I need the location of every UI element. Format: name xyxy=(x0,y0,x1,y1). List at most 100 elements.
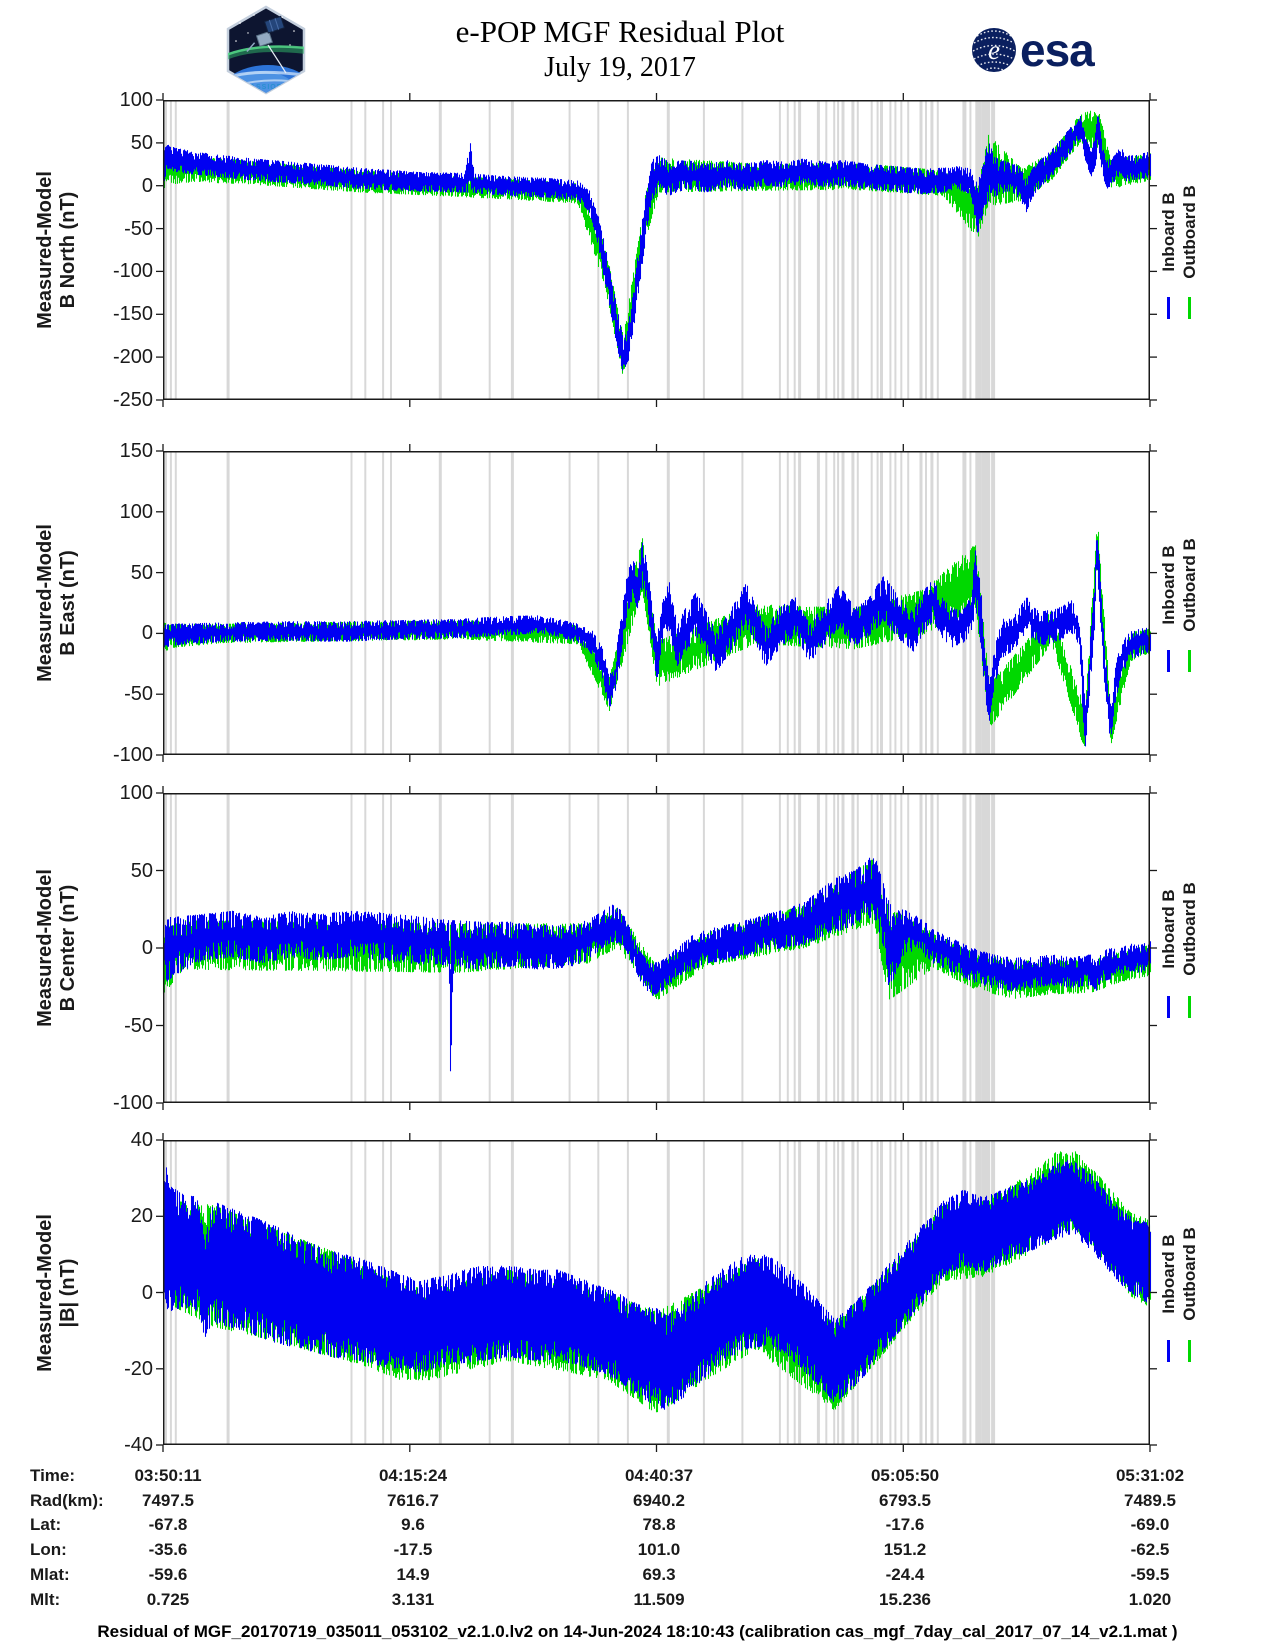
table-row-label: Rad(km): xyxy=(30,1490,104,1510)
ytick-label: -50 xyxy=(124,1014,153,1037)
legend-inboard-dash xyxy=(1167,1339,1170,1362)
data-gap-stripe xyxy=(597,451,600,755)
legend-labels: Inboard B Outboard B xyxy=(1159,1227,1199,1321)
table-cell: 04:40:37 xyxy=(624,1466,694,1485)
table-cell: 14.9 xyxy=(396,1564,430,1584)
table-cell: 7616.7 xyxy=(387,1490,439,1510)
table-cell: 04:15:24 xyxy=(378,1466,448,1485)
axis-box xyxy=(163,1140,1150,1445)
data-gap-stripe xyxy=(510,451,514,755)
data-gap-stripe xyxy=(841,793,845,1103)
data-gap-stripe xyxy=(907,100,910,400)
legend-labels: Inboard B Outboard B xyxy=(1159,185,1199,279)
data-gap-stripe xyxy=(851,793,855,1103)
ytick-label: -150 xyxy=(112,303,153,326)
table-cell: -69.0 xyxy=(1130,1515,1170,1535)
ytick-label: -100 xyxy=(112,744,153,766)
data-gap-stripe xyxy=(969,100,972,400)
data-gap-stripe xyxy=(816,1140,820,1445)
table-cell: 03:50:11 xyxy=(134,1466,202,1485)
table-cell: 11.509 xyxy=(633,1589,685,1609)
data-gap-stripe xyxy=(226,451,230,755)
ytick-label: 20 xyxy=(130,1205,153,1228)
data-gap-stripe xyxy=(702,1140,705,1445)
data-gap-stripe xyxy=(975,793,982,1103)
data-gap-stripe xyxy=(856,100,859,400)
axis-box xyxy=(163,451,1150,755)
data-gap-stripe xyxy=(880,100,883,400)
table-row-label: Lat: xyxy=(30,1515,62,1535)
ytick-label: 100 xyxy=(119,500,153,523)
data-gap-stripe xyxy=(798,451,802,755)
svg-text:e: e xyxy=(988,35,1000,65)
data-gap-stripe xyxy=(390,100,392,400)
data-gap-stripe xyxy=(825,1140,828,1445)
data-gap-stripe xyxy=(981,100,991,400)
legend-outboard-dash xyxy=(1188,296,1191,319)
data-gap-stripe xyxy=(666,1140,670,1445)
ytick-label: 0 xyxy=(141,937,153,959)
data-gap-stripe xyxy=(793,100,796,400)
data-gap-stripe xyxy=(666,100,670,400)
ytick-label: -100 xyxy=(112,1092,153,1114)
data-gap-stripe xyxy=(936,100,939,400)
ytick-label: -40 xyxy=(124,1434,153,1456)
data-gap-stripe xyxy=(626,100,629,400)
table-cell: -17.5 xyxy=(393,1540,433,1560)
data-gap-stripe xyxy=(786,100,789,400)
table-cell: 05:05:50 xyxy=(870,1466,940,1485)
data-gap-stripe xyxy=(919,100,923,400)
table-cell: 3.131 xyxy=(391,1589,435,1609)
data-gap-stripe xyxy=(870,100,873,400)
table-cell: 7489.5 xyxy=(1124,1490,1176,1510)
data-gap-stripe xyxy=(925,100,927,400)
data-gap-stripe xyxy=(568,100,571,400)
data-gap-stripe xyxy=(778,451,781,755)
esa-wordmark: esa xyxy=(1020,24,1095,76)
footer-calibration-note: Residual of MGF_20170719_035011_053102_v… xyxy=(97,1622,1178,1641)
page-date: July 19, 2017 xyxy=(544,52,696,83)
axis-box xyxy=(163,793,1150,1103)
ytick-label: 0 xyxy=(141,622,153,645)
data-gap-stripe xyxy=(702,100,705,400)
legend-labels: Inboard B Outboard B xyxy=(1159,538,1199,632)
data-gap-stripe xyxy=(568,451,571,755)
legend-inboard-dash xyxy=(1167,296,1170,319)
ytick-label: -200 xyxy=(112,346,153,369)
data-gap-stripe xyxy=(390,451,392,755)
data-gap-stripe xyxy=(833,100,836,400)
data-gap-stripe xyxy=(510,100,514,400)
data-gap-stripe xyxy=(876,793,879,1103)
data-gap-stripe xyxy=(856,1140,859,1445)
ytick-label: -50 xyxy=(124,217,153,240)
ytick-label: 100 xyxy=(119,782,153,804)
subplot-b_center_residual xyxy=(156,786,1157,1110)
legend-outboard-dash xyxy=(1188,650,1191,673)
data-gap-stripe xyxy=(981,451,991,755)
data-gap-stripe xyxy=(825,451,828,755)
legend-inboard-dash xyxy=(1167,650,1170,673)
data-gap-stripe xyxy=(841,100,845,400)
table-row-label: Lon: xyxy=(30,1540,67,1560)
table-cell: -35.6 xyxy=(148,1540,188,1560)
data-gap-stripe xyxy=(856,793,859,1103)
table-row-label: Time: xyxy=(30,1466,76,1485)
data-gap-stripe xyxy=(488,451,491,755)
ytick-label: 100 xyxy=(119,89,153,111)
data-gap-stripe xyxy=(382,451,385,755)
table-cell: 78.8 xyxy=(642,1515,676,1535)
patch-mission-name: CASSIOPE xyxy=(244,84,288,91)
data-gap-stripe xyxy=(702,451,705,755)
table-cell: -17.6 xyxy=(885,1515,925,1535)
data-gap-stripe xyxy=(991,793,996,1103)
subplot-b_east_residual xyxy=(156,444,1157,762)
table-cell: 101.0 xyxy=(637,1540,681,1560)
data-gap-stripe xyxy=(833,793,836,1103)
subplot-b_north_residual xyxy=(156,93,1157,407)
ytick-label: -100 xyxy=(112,260,153,283)
data-gap-stripe xyxy=(991,1140,996,1445)
table-cell: 6793.5 xyxy=(879,1490,931,1510)
axis-box xyxy=(163,100,1150,400)
ylabel-b_magnitude_residual: Measured-Model |B| (nT) xyxy=(34,1213,79,1372)
page-title: e-POP MGF Residual Plot xyxy=(455,14,785,49)
